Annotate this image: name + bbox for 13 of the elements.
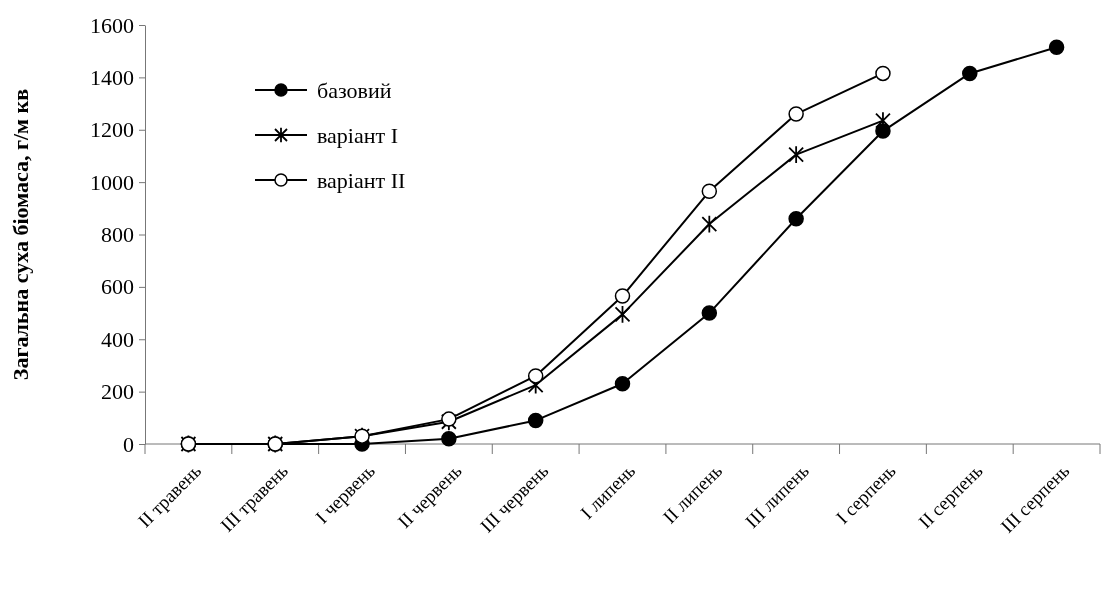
legend-label: базовий xyxy=(317,78,392,103)
y-axis-title: Загальна суха біомаса, г/м кв xyxy=(8,88,33,381)
y-tick-label: 1600 xyxy=(90,12,134,38)
y-tick-label: 1000 xyxy=(90,169,134,195)
y-tick-label: 1400 xyxy=(90,64,134,90)
y-tick-label: 800 xyxy=(101,222,134,248)
y-tick-label: 0 xyxy=(123,431,134,457)
y-tick-label: 200 xyxy=(101,379,134,405)
legend-label: варіант I xyxy=(317,123,398,148)
y-tick-label: 1200 xyxy=(90,117,134,143)
y-tick-label: 600 xyxy=(101,274,134,300)
y-tick-label: 400 xyxy=(101,326,134,352)
legend-label: варіант II xyxy=(317,168,406,193)
